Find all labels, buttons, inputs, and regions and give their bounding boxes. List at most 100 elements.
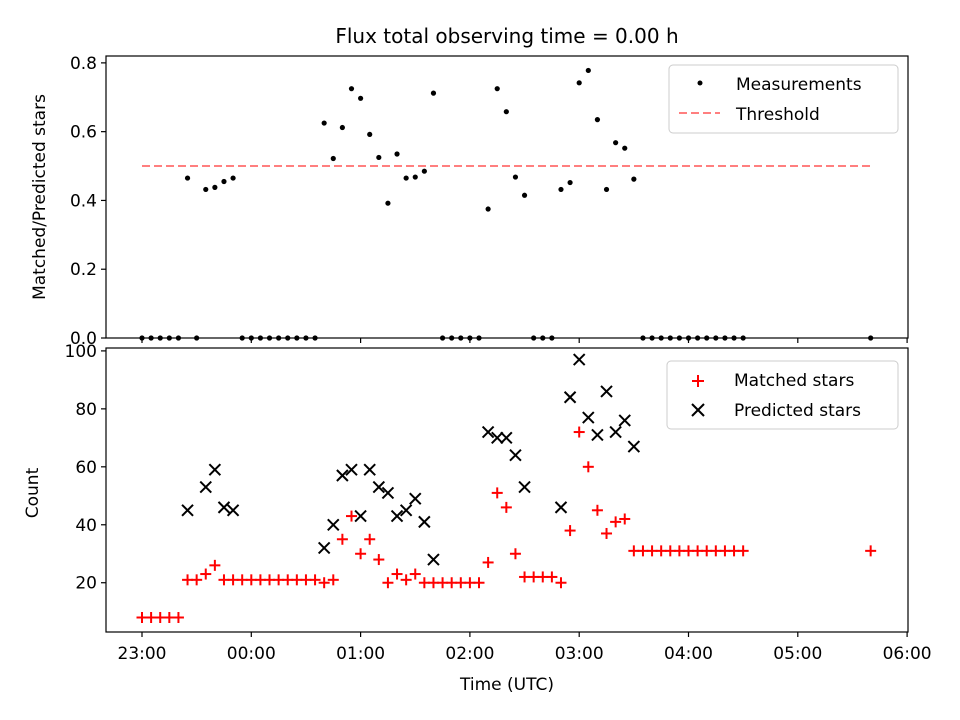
matched-star-point	[573, 426, 585, 438]
top-y-axis-label: Matched/Predicted stars	[30, 94, 50, 300]
y-tick-label: 20	[75, 574, 97, 594]
measurement-point	[531, 335, 537, 341]
predicted-star-point	[418, 515, 431, 529]
bottom-y-ticks: 20 40 60 80 100	[65, 342, 106, 594]
predicted-star-point	[491, 431, 504, 445]
measurement-point	[166, 335, 172, 341]
measurement-point	[494, 86, 500, 92]
measurement-point	[613, 140, 619, 146]
matched-star-point	[619, 513, 631, 525]
predicted-star-point	[390, 509, 404, 523]
matched-star-point	[865, 545, 877, 557]
measurement-point	[157, 335, 163, 341]
measurement-point	[266, 335, 273, 341]
measurement-point	[376, 154, 382, 161]
x-tick-label: 01:00	[336, 644, 385, 664]
y-tick-label: 0.0	[70, 329, 97, 349]
predicted-star-point	[345, 463, 358, 476]
predicted-star-point	[317, 541, 331, 555]
matched-star-point	[209, 559, 221, 571]
measurement-point	[667, 335, 673, 341]
measurement-point	[631, 176, 637, 182]
measurement-point	[576, 80, 582, 86]
measurement-point	[303, 335, 309, 341]
matched-star-point	[327, 574, 339, 586]
x-tick-label: 02:00	[445, 644, 494, 664]
measurement-point	[203, 186, 209, 193]
measurement-point	[685, 335, 692, 341]
measurement-point	[713, 335, 719, 341]
legend-threshold-label: Threshold	[735, 105, 820, 125]
matched-star-point	[737, 545, 749, 557]
measurement-point	[330, 155, 336, 162]
legend-measurements-label: Measurements	[736, 75, 862, 95]
measurement-point	[658, 335, 664, 341]
top-legend-box	[668, 64, 899, 134]
x-tick-label: 03:00	[555, 644, 604, 664]
predicted-star-point	[600, 385, 613, 398]
matched-star-point	[564, 525, 576, 537]
measurement-point	[248, 335, 254, 341]
y-tick-label: 0.6	[70, 123, 97, 143]
measurement-point	[676, 335, 682, 341]
bottom-legend: Matched stars Predicted stars	[666, 360, 899, 430]
predicted-star-point	[399, 504, 413, 517]
measurement-point	[403, 175, 409, 181]
y-tick-label: 0.2	[70, 260, 97, 280]
y-tick-label: 100	[65, 342, 97, 362]
matched-star-point	[482, 556, 494, 568]
predicted-star-point	[199, 480, 212, 494]
measurement-point	[622, 145, 628, 151]
predicted-star-point	[572, 353, 586, 366]
matched-star-point	[409, 568, 421, 580]
measurement-point	[312, 335, 318, 341]
predicted-star-point	[354, 509, 367, 523]
matched-star-point	[591, 504, 603, 516]
matched-star-point	[491, 487, 503, 499]
matched-star-point	[336, 533, 348, 545]
measurement-point	[695, 335, 701, 341]
predicted-star-point	[409, 492, 422, 505]
bottom-plot-frame	[105, 347, 909, 633]
matched-star-point	[172, 612, 184, 624]
measurement-point	[521, 192, 528, 198]
predicted-star-point	[554, 501, 568, 514]
matched-star-point	[509, 548, 521, 560]
x-tick-label: 00:00	[227, 644, 276, 664]
bottom-marks	[136, 353, 877, 624]
x-tick-label: 06:00	[883, 644, 932, 664]
measurement-point	[212, 184, 218, 190]
measurement-point	[257, 335, 264, 341]
measurement-point	[603, 186, 610, 193]
predicted-star-point	[217, 501, 231, 514]
legend-predicted-label: Predicted stars	[734, 401, 861, 421]
measurement-point	[394, 151, 400, 157]
matched-star-point	[473, 577, 485, 589]
measurement-point	[430, 90, 437, 96]
matched-star-point	[601, 527, 613, 539]
matched-star-point	[373, 554, 385, 566]
measurement-point	[239, 335, 245, 341]
y-tick-label: 0.4	[70, 191, 97, 211]
matched-star-point	[610, 516, 622, 528]
x-tick-label: 04:00	[664, 644, 713, 664]
predicted-star-point	[363, 463, 376, 476]
matched-star-point	[546, 571, 558, 583]
measurement-point	[868, 335, 874, 341]
predicted-star-point	[609, 425, 622, 439]
matched-star-point	[191, 574, 203, 586]
predicted-star-point	[381, 486, 395, 500]
predicted-star-point	[591, 428, 604, 442]
measurement-point	[175, 335, 182, 341]
matched-star-point	[309, 574, 321, 586]
legend-matched-marker	[692, 375, 704, 387]
measurement-point	[567, 179, 573, 186]
measurement-point	[339, 124, 345, 131]
predicted-star-point	[509, 449, 522, 462]
matched-star-point	[382, 577, 394, 589]
bottom-y-axis-label: Count	[23, 467, 43, 518]
measurement-point	[458, 335, 464, 341]
measurement-point	[348, 86, 355, 92]
predicted-star-point	[208, 463, 222, 476]
